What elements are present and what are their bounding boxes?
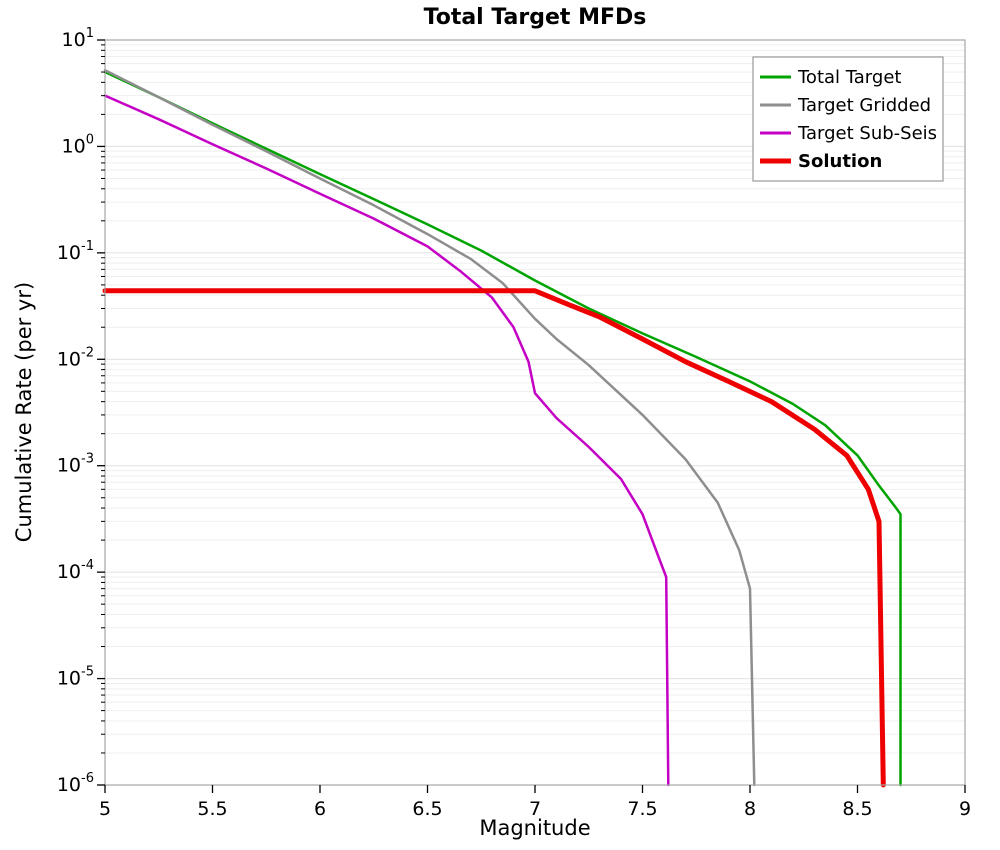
y-tick-label: 10-2 xyxy=(57,345,94,370)
chart-title: Total Target MFDs xyxy=(423,5,647,30)
series-solution xyxy=(102,288,886,788)
x-tick-label: 5 xyxy=(99,798,111,820)
y-tick-label: 10-5 xyxy=(57,665,94,690)
x-tick-label: 6 xyxy=(314,798,326,820)
x-tick-label: 7.5 xyxy=(627,798,657,820)
y-tick-label: 10-3 xyxy=(57,452,94,477)
legend-item-target-sub-seis: Target Sub-Seis xyxy=(760,123,937,144)
x-tick-label: 9 xyxy=(959,798,971,820)
legend-item-solution: Solution xyxy=(760,151,882,172)
series-target-gridded xyxy=(103,68,756,787)
series-lines xyxy=(102,68,902,788)
legend-label: Target Sub-Seis xyxy=(797,123,937,144)
x-tick-label: 8.5 xyxy=(842,798,872,820)
x-tick-label: 6.5 xyxy=(412,798,442,820)
x-tick-label: 8 xyxy=(744,798,756,820)
legend-label: Target Gridded xyxy=(797,95,931,116)
series-total-target xyxy=(103,70,902,787)
legend-item-target-gridded: Target Gridded xyxy=(760,95,931,116)
y-tick-label: 10-1 xyxy=(57,239,94,264)
x-tick-label: 5.5 xyxy=(197,798,227,820)
x-axis-title: Magnitude xyxy=(479,816,591,840)
legend-label: Total Target xyxy=(797,67,901,88)
legend-label: Solution xyxy=(798,151,882,172)
legend: Total Target Target Gridded Target Sub-Sei… xyxy=(752,56,944,182)
series-target-sub-seis xyxy=(103,94,670,787)
legend-item-total-target: Total Target xyxy=(760,67,901,88)
x-tick-label: 7 xyxy=(529,798,541,820)
y-tick-label: 101 xyxy=(62,26,94,51)
y-axis-title: Cumulative Rate (per yr) xyxy=(12,281,36,543)
y-tick-label: 10-4 xyxy=(57,558,94,583)
y-tick-label: 100 xyxy=(62,132,94,157)
y-tick-label: 10-6 xyxy=(57,771,94,796)
axis-ticks: 5 5.5 6 6.5 7 7.5 8 8.5 9 101 100 10-1 10-2 10-3 10-4 1… xyxy=(57,26,971,820)
